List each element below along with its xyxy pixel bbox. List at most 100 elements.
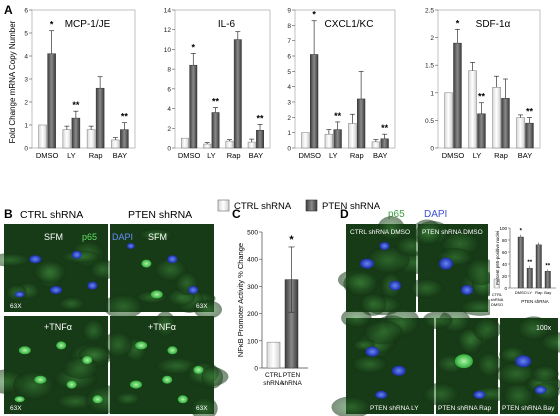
nucleus (461, 285, 473, 295)
legend-swatch-ctrl (217, 199, 230, 212)
cell-blob (82, 319, 105, 343)
cell-blob (422, 311, 453, 330)
nucleus (50, 286, 62, 294)
significance-mark: ** (526, 107, 534, 117)
legend: CTRL shRNA PTEN shRNA (217, 199, 381, 212)
significance-mark: * (520, 229, 523, 235)
img-label-1: CTRL shRNA DMSO (350, 229, 410, 236)
nucleus (71, 250, 82, 259)
nucleus (379, 242, 390, 250)
x-tick-label: BAY (113, 151, 127, 160)
bar-ctrl (371, 141, 380, 149)
bar-ctrl (444, 92, 453, 149)
chart-frame (174, 9, 271, 149)
cell-blob (138, 228, 174, 242)
chart-frame (437, 9, 541, 149)
y-tick-label: 20 (502, 274, 508, 279)
cell-blob (412, 219, 443, 246)
nucleus (14, 291, 25, 298)
nucleus (34, 375, 47, 384)
mag-label-4: 63X (196, 405, 208, 412)
y-tick-label: 0 (24, 146, 28, 153)
nucleus (87, 281, 98, 290)
x-tick-label: shRNA (281, 380, 302, 387)
cell-blob (62, 356, 99, 379)
bar-pten (544, 271, 551, 289)
x-tick-label: DMSO (36, 151, 59, 160)
x-tick-label: LY (329, 151, 338, 160)
y-tick-label: 0 (167, 146, 171, 153)
x-tick-label: Rap (89, 151, 103, 160)
label-p65: p65 (82, 232, 97, 242)
y-tick-label: 5 (287, 69, 291, 76)
label-tnf-ctrl: +TNFα (44, 322, 72, 332)
y-tick-label: 5 (24, 31, 28, 38)
nucleus (365, 346, 380, 357)
nucleus (141, 259, 152, 268)
nucleus (14, 396, 25, 403)
cell-blob (190, 396, 218, 416)
y-tick-label: 1 (287, 130, 291, 137)
y-tick-label: 0 (430, 146, 434, 153)
x-tick-label: BAY (518, 151, 532, 160)
cell-blob (476, 351, 502, 378)
significance-mark: ** (257, 113, 265, 123)
bar-pten (501, 98, 510, 149)
y-axis-label: Fold Change mRNA Copy Number (8, 20, 17, 143)
nucleus (92, 395, 103, 404)
mag-label-d: 100x (536, 325, 552, 332)
chart-bg (490, 222, 558, 316)
bar-ctrl (203, 143, 212, 149)
y-tick-label: 2 (24, 100, 28, 107)
y-tick-label: 14 (164, 8, 172, 15)
nucleus (360, 258, 374, 269)
x-tick-label: CTRL (265, 372, 282, 379)
mag-label-2: 63X (196, 303, 208, 310)
cell-blob (465, 257, 497, 286)
label-sfm-pten: SFM (148, 232, 167, 242)
cell-blob (89, 259, 117, 280)
bar-ctrl (516, 117, 525, 149)
img-label-5: PTEN shRNA Bay (502, 405, 555, 412)
cell-blob (409, 278, 444, 299)
bar-pten (211, 112, 220, 149)
cell-blob (58, 296, 86, 311)
y-tick-label: 1 (24, 123, 28, 130)
bar-ctrl (266, 341, 281, 369)
y-tick-label: 100 (499, 226, 507, 231)
y-tick-label: 400 (247, 257, 258, 264)
significance-mark: * (50, 20, 54, 30)
bar-ctrl (181, 137, 189, 149)
bar-pten (256, 130, 264, 149)
bar-ctrl (111, 139, 120, 149)
y-tick-label: 0 (287, 146, 291, 153)
x-tick-label: DMSO (442, 151, 465, 160)
x-tick-label: DMSO (491, 302, 503, 307)
bar-ctrl (38, 124, 47, 149)
y-tick-label: 500 (247, 230, 258, 237)
bar-pten (71, 117, 81, 149)
y-tick-label: 9 (287, 8, 291, 15)
bar-pten (525, 122, 534, 149)
micrograph-pten-sfm (103, 224, 222, 319)
y-tick-label: 12 (164, 27, 172, 34)
cell-blob (55, 393, 95, 410)
mag-label-3: 63X (10, 405, 22, 412)
x-tick-label: BAY (373, 151, 387, 160)
y-tick-label: 6 (24, 8, 28, 15)
legend-label-pten: PTEN shRNA (322, 201, 381, 212)
legend-swatch-pten (305, 199, 318, 212)
bar-pten (333, 129, 342, 149)
cell-blob (516, 316, 551, 341)
x-tick-label: LY (67, 151, 76, 160)
legend-label-ctrl: CTRL shRNA (234, 201, 292, 212)
nucleus (188, 286, 199, 294)
nucleus (454, 354, 473, 369)
y-axis-label: NFκB Promoter Activity % Change (236, 243, 245, 357)
y-tick-label: 4 (24, 54, 28, 61)
significance-mark: ** (478, 92, 486, 102)
nucleus (162, 375, 173, 384)
cell-blob (103, 294, 144, 319)
